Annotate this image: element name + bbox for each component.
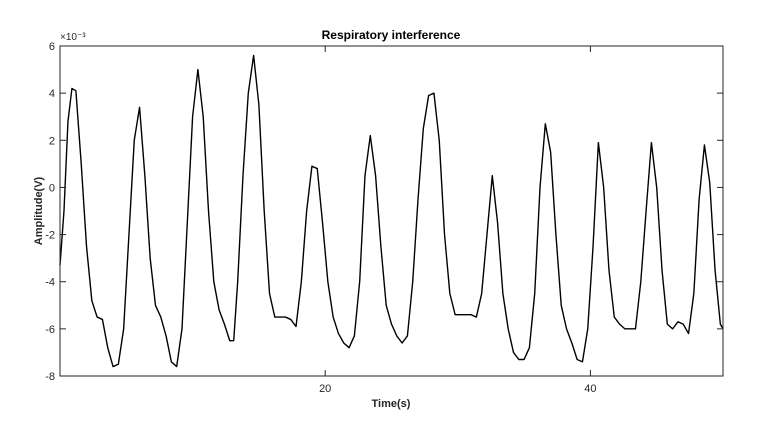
y-axis-label: Amplitude(V) (33, 176, 45, 245)
ticks-group: -8 -6 -4 -2 0 2 4 6 20 40 (45, 41, 723, 395)
y-tick-label: 4 (49, 88, 55, 100)
y-tick-label: 2 (49, 135, 55, 147)
x-tick-label: 40 (584, 383, 596, 395)
y-tick-label: -2 (45, 230, 55, 242)
y-tick-label: 6 (49, 41, 55, 53)
chart-title: Respiratory interference (322, 28, 461, 42)
series-group (59, 54, 724, 368)
y-tick-label: -4 (45, 277, 55, 289)
y-tick-label: -6 (45, 324, 55, 336)
y-tick-label: 0 (49, 182, 55, 194)
plot-area (60, 46, 723, 376)
x-tick-label: 20 (319, 383, 331, 395)
series-line (59, 54, 724, 368)
y-exponent-label: ×10⁻³ (60, 32, 86, 43)
x-axis-label: Time(s) (372, 398, 411, 410)
plot-frame (59, 45, 724, 377)
y-tick-label: -8 (45, 371, 55, 383)
